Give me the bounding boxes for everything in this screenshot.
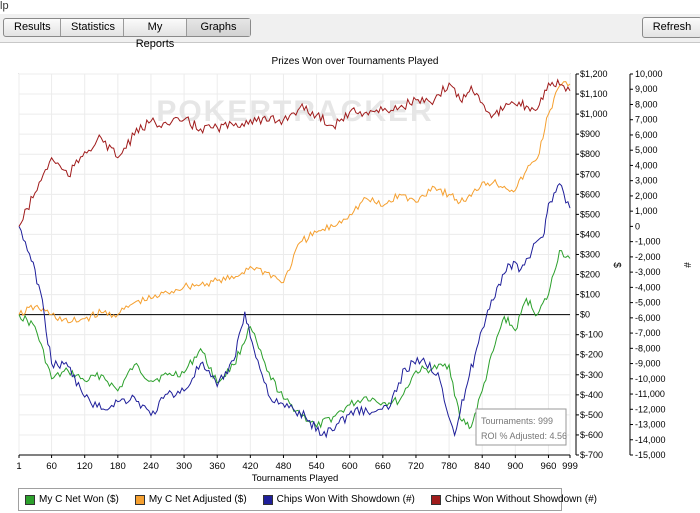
left-y-tick-label: $100 bbox=[580, 290, 600, 300]
right-y-tick-label: -4,000 bbox=[635, 282, 661, 292]
legend-label-chips-showdown: Chips Won With Showdown (#) bbox=[276, 494, 415, 505]
left-y-tick-label: $600 bbox=[580, 189, 600, 199]
right-y-tick-label: -2,000 bbox=[635, 252, 661, 262]
x-tick-label: 420 bbox=[242, 461, 258, 472]
right-y-tick-label: -1,000 bbox=[635, 237, 661, 247]
right-y-tick-label: 6,000 bbox=[635, 130, 658, 140]
left-y-tick-label: $-500 bbox=[580, 410, 603, 420]
left-y-tick-label: $-700 bbox=[580, 450, 603, 460]
x-tick-label: 999 bbox=[562, 461, 578, 472]
right-y-axis-title: # bbox=[681, 262, 692, 268]
legend-swatch-net-won bbox=[25, 494, 35, 505]
legend-label-net-adjusted: My C Net Adjusted ($) bbox=[148, 494, 247, 505]
tab-results[interactable]: Results bbox=[4, 19, 61, 36]
x-tick-label: 120 bbox=[77, 461, 93, 472]
right-y-tick-label: 1,000 bbox=[635, 206, 658, 216]
legend-swatch-chips-no-showdown bbox=[430, 494, 441, 505]
right-y-tick-label: -15,000 bbox=[635, 450, 666, 460]
legend-item-chips-showdown[interactable]: Chips Won With Showdown (#) bbox=[262, 494, 415, 505]
right-y-tick-label: -12,000 bbox=[635, 404, 666, 414]
series-line-chips-no-showdown bbox=[18, 78, 571, 227]
x-tick-label: 180 bbox=[110, 461, 126, 472]
toolbar: Results Statistics My Reports Graphs Ref… bbox=[0, 14, 700, 50]
x-tick-label: 1 bbox=[16, 461, 21, 472]
info-tournaments: Tournaments: 999 bbox=[481, 416, 553, 426]
x-tick-label: 300 bbox=[176, 461, 192, 472]
left-y-tick-label: $400 bbox=[580, 229, 600, 239]
legend-swatch-chips-showdown bbox=[262, 494, 273, 505]
right-y-tick-label: -11,000 bbox=[635, 389, 665, 399]
right-y-tick-label: -14,000 bbox=[635, 435, 666, 445]
x-tick-label: 60 bbox=[46, 461, 57, 472]
right-y-tick-label: -13,000 bbox=[635, 420, 666, 430]
right-y-tick-label: 4,000 bbox=[635, 160, 658, 170]
left-y-tick-label: $1,100 bbox=[580, 89, 608, 99]
left-y-tick-label: $-300 bbox=[580, 370, 603, 380]
left-y-tick-label: $-200 bbox=[580, 350, 603, 360]
tab-statistics[interactable]: Statistics bbox=[61, 19, 124, 36]
right-y-tick-label: -10,000 bbox=[635, 374, 666, 384]
tab-my-reports[interactable]: My Reports bbox=[124, 19, 187, 50]
right-y-tick-label: -9,000 bbox=[635, 359, 661, 369]
left-y-tick-label: $900 bbox=[580, 129, 600, 139]
legend-label-net-won: My C Net Won ($) bbox=[39, 494, 119, 505]
x-tick-label: 660 bbox=[375, 461, 391, 472]
legend-item-net-won[interactable]: My C Net Won ($) bbox=[25, 494, 119, 505]
left-y-tick-label: $300 bbox=[580, 249, 600, 259]
tab-graphs[interactable]: Graphs bbox=[187, 19, 250, 36]
x-tick-label: 720 bbox=[408, 461, 424, 472]
legend-item-net-adjusted[interactable]: My C Net Adjusted ($) bbox=[134, 494, 247, 505]
series-line-net-won bbox=[18, 249, 571, 430]
right-y-tick-label: -3,000 bbox=[635, 267, 661, 277]
x-tick-label: 480 bbox=[276, 461, 292, 472]
watermark-logo: POKERTRACKER bbox=[156, 95, 433, 128]
left-y-tick-label: $700 bbox=[580, 169, 600, 179]
menu-fragment: lp bbox=[0, 0, 9, 12]
left-y-tick-label: $1,000 bbox=[580, 109, 608, 119]
x-tick-label: 900 bbox=[507, 461, 523, 472]
chart-legend: My C Net Won ($) My C Net Adjusted ($) C… bbox=[18, 488, 597, 511]
legend-label-chips-no-showdown: Chips Won Without Showdown (#) bbox=[444, 494, 597, 505]
chart-title: Prizes Won over Tournaments Played bbox=[272, 56, 439, 67]
right-y-tick-label: -8,000 bbox=[635, 343, 661, 353]
prizes-chart: Prizes Won over Tournaments Played POKERT… bbox=[16, 56, 692, 484]
right-y-tick-label: -7,000 bbox=[635, 328, 661, 338]
x-tick-label: 780 bbox=[441, 461, 457, 472]
right-y-tick-label: -6,000 bbox=[635, 313, 661, 323]
right-y-tick-label: 7,000 bbox=[635, 115, 658, 125]
right-y-tick-label: 10,000 bbox=[635, 69, 663, 79]
right-y-tick-label: 9,000 bbox=[635, 84, 658, 94]
x-axis-title: Tournaments Played bbox=[252, 473, 339, 484]
right-y-tick-label: 0 bbox=[635, 221, 640, 231]
left-y-tick-label: $500 bbox=[580, 209, 600, 219]
view-tabs: Results Statistics My Reports Graphs bbox=[3, 18, 251, 50]
series-line-chips-showdown bbox=[18, 182, 571, 439]
right-y-tick-label: 5,000 bbox=[635, 145, 658, 155]
left-y-tick-label: $-100 bbox=[580, 330, 603, 340]
info-box bbox=[475, 408, 567, 446]
right-y-tick-label: 2,000 bbox=[635, 191, 658, 201]
left-y-tick-label: $200 bbox=[580, 270, 600, 280]
left-y-tick-label: $-600 bbox=[580, 430, 603, 440]
left-y-tick-label: $1,200 bbox=[580, 69, 608, 79]
legend-swatch-net-adjusted bbox=[134, 494, 145, 505]
right-y-tick-label: -5,000 bbox=[635, 298, 661, 308]
left-y-tick-label: $-400 bbox=[580, 390, 603, 400]
plot-area bbox=[18, 73, 571, 456]
x-tick-label: 240 bbox=[143, 461, 159, 472]
x-tick-label: 540 bbox=[309, 461, 325, 472]
legend-item-chips-no-showdown[interactable]: Chips Won Without Showdown (#) bbox=[430, 494, 597, 505]
left-y-axis-title: $ bbox=[611, 262, 622, 268]
left-y-tick-label: $0 bbox=[580, 310, 590, 320]
right-y-tick-label: 8,000 bbox=[635, 99, 658, 109]
right-y-tick-label: 3,000 bbox=[635, 176, 658, 186]
refresh-button[interactable]: Refresh bbox=[642, 17, 700, 38]
info-roi-adjusted: ROI % Adjusted: 4.56 bbox=[481, 431, 567, 441]
x-tick-label: 840 bbox=[474, 461, 490, 472]
left-y-tick-label: $800 bbox=[580, 149, 600, 159]
x-tick-label: 960 bbox=[541, 461, 557, 472]
x-tick-label: 600 bbox=[342, 461, 358, 472]
x-tick-label: 360 bbox=[209, 461, 225, 472]
series-line-net-adjusted bbox=[18, 81, 571, 324]
